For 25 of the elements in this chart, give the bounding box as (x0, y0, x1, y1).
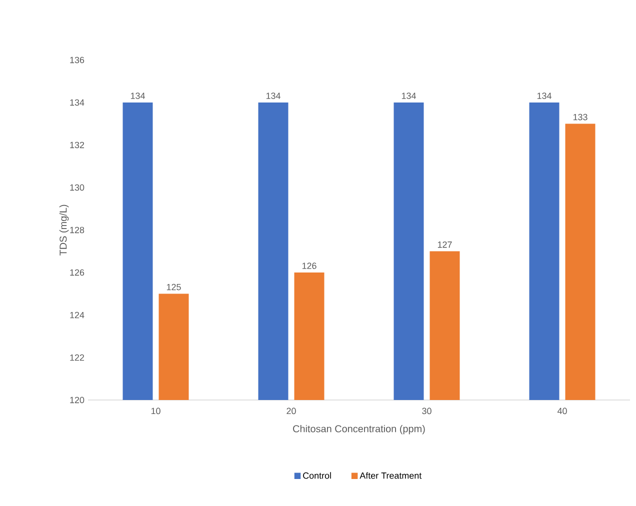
x-tick-label: 30 (422, 408, 432, 414)
y-tick-label: 122 (70, 354, 84, 361)
data-label: 127 (438, 241, 452, 248)
data-label: 133 (573, 114, 588, 120)
legend-label: Control (303, 472, 331, 479)
x-axis-title: Chitosan Concentration (ppm) (293, 424, 425, 434)
y-tick-label: 134 (70, 99, 84, 106)
data-label: 125 (166, 284, 181, 290)
data-label: 126 (302, 262, 316, 269)
data-label: 134 (266, 92, 280, 99)
x-tick-label: 40 (557, 408, 567, 414)
y-tick-label: 132 (70, 142, 84, 148)
legend-label: After Treatment (360, 472, 422, 479)
y-tick-label: 120 (70, 396, 84, 404)
data-label: 134 (130, 92, 145, 99)
data-label: 134 (402, 92, 416, 99)
x-tick-label: 10 (151, 408, 160, 414)
y-tick-label: 136 (70, 56, 84, 64)
x-tick-label: 20 (286, 408, 296, 414)
data-label: 134 (537, 92, 552, 99)
y-tick-label: 128 (70, 226, 84, 234)
y-tick-label: 124 (70, 312, 84, 318)
y-tick-label: 130 (70, 184, 84, 191)
y-tick-label: 126 (70, 269, 84, 276)
y-axis-title: TDS (mg/L) (59, 204, 69, 256)
